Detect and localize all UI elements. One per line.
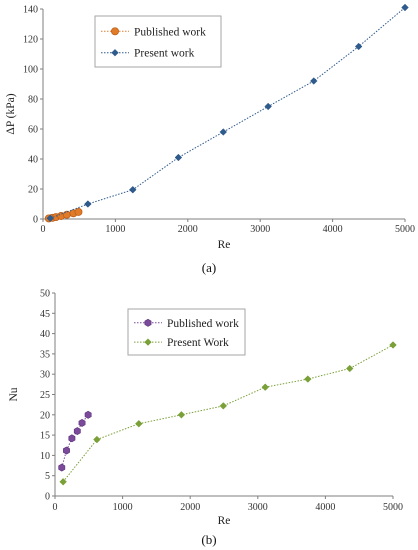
x-tick-label: 0 [41, 224, 46, 235]
legend-box [127, 308, 246, 356]
data-point [62, 210, 71, 219]
y-axis-title: ΔP (kPa) [5, 93, 17, 134]
data-point [345, 364, 354, 373]
series-line [50, 7, 406, 219]
legend-entry: Published work [134, 26, 206, 38]
series-line [62, 344, 394, 483]
legend-box [94, 15, 222, 68]
y-tick-label: 10 [40, 451, 50, 462]
data-point [84, 200, 92, 208]
legend-marker [144, 318, 152, 327]
data-point [93, 435, 101, 444]
y-tick-label: 50 [40, 289, 50, 300]
x-tick-label: 1000 [105, 224, 125, 235]
y-tick-label: 30 [40, 370, 50, 381]
legend-entry: Published work [167, 318, 239, 330]
x-tick-label: 3000 [248, 502, 268, 513]
data-point [219, 128, 228, 136]
x-tick-label: 4000 [323, 224, 343, 235]
figure-caption: (b) [201, 532, 216, 547]
y-tick-label: 5 [45, 471, 50, 482]
x-tick-label: 4000 [315, 502, 335, 513]
x-tick-label: 2000 [178, 224, 198, 235]
data-point [84, 410, 92, 419]
legend: Published work Present work [94, 15, 222, 68]
x-axis-title: Re [218, 515, 231, 527]
y-tick-label: 20 [28, 185, 38, 196]
legend: Published work Present Work [127, 308, 246, 356]
data-point [73, 427, 81, 435]
legend-marker [111, 48, 119, 57]
legend-entry: Present work [134, 48, 195, 60]
y-tick-label: 45 [40, 309, 50, 320]
data-point [135, 419, 143, 428]
x-tick-label: 5000 [383, 502, 403, 513]
legend-marker [111, 27, 119, 36]
y-tick-label: 40 [40, 329, 50, 340]
data-point [304, 375, 312, 383]
data-point [401, 3, 409, 12]
legend-marker [144, 338, 152, 346]
chart-pressure-drop: 0 20 40 60 80 100 120 140 0 1000 2000 3000 4000 5000 R… [5, 3, 415, 275]
data-point [174, 153, 183, 162]
y-tick-label: 60 [28, 125, 38, 136]
y-tick-label: 20 [40, 410, 50, 421]
y-tick-label: 35 [40, 349, 50, 360]
x-tick-label: 1000 [113, 502, 133, 513]
y-tick-label: 0 [33, 215, 38, 226]
series-published-work [58, 410, 92, 472]
legend-entry: Present Work [167, 337, 229, 349]
x-tick-label: 2000 [180, 502, 200, 513]
y-tick-label: 15 [40, 431, 50, 442]
data-point [58, 463, 66, 472]
data-point [78, 418, 86, 427]
y-tick-label: 25 [40, 390, 50, 401]
series-published-work [44, 207, 83, 223]
x-tick-label: 3000 [250, 224, 270, 235]
y-tick-label: 0 [45, 492, 50, 503]
y-tick-label: 120 [23, 35, 38, 46]
data-point [63, 446, 70, 455]
data-point [354, 42, 363, 51]
data-point [68, 434, 76, 443]
y-tick-label: 140 [23, 5, 38, 16]
series-present-work [59, 341, 397, 486]
x-tick-label: 5000 [395, 224, 415, 235]
data-point [46, 214, 54, 223]
data-point [264, 102, 272, 111]
data-point [59, 478, 67, 486]
x-tick-label: 0 [53, 502, 58, 513]
y-tick-label: 80 [28, 95, 38, 106]
y-tick-label: 100 [23, 65, 38, 76]
chart-nusselt: 0 5 10 15 20 25 30 35 40 45 50 0 1000 2000 3000 4000 500… [8, 289, 403, 548]
series-present-work [46, 3, 409, 223]
data-point [261, 383, 269, 391]
data-point [219, 402, 228, 410]
data-point [74, 207, 83, 216]
y-tick-label: 40 [28, 155, 38, 166]
data-point [389, 341, 397, 349]
data-point [177, 411, 186, 419]
x-axis-title: Re [218, 239, 231, 251]
y-axis-title: Nu [8, 387, 20, 401]
figure-caption: (a) [202, 260, 216, 275]
data-point [129, 185, 137, 194]
data-point [310, 77, 318, 85]
